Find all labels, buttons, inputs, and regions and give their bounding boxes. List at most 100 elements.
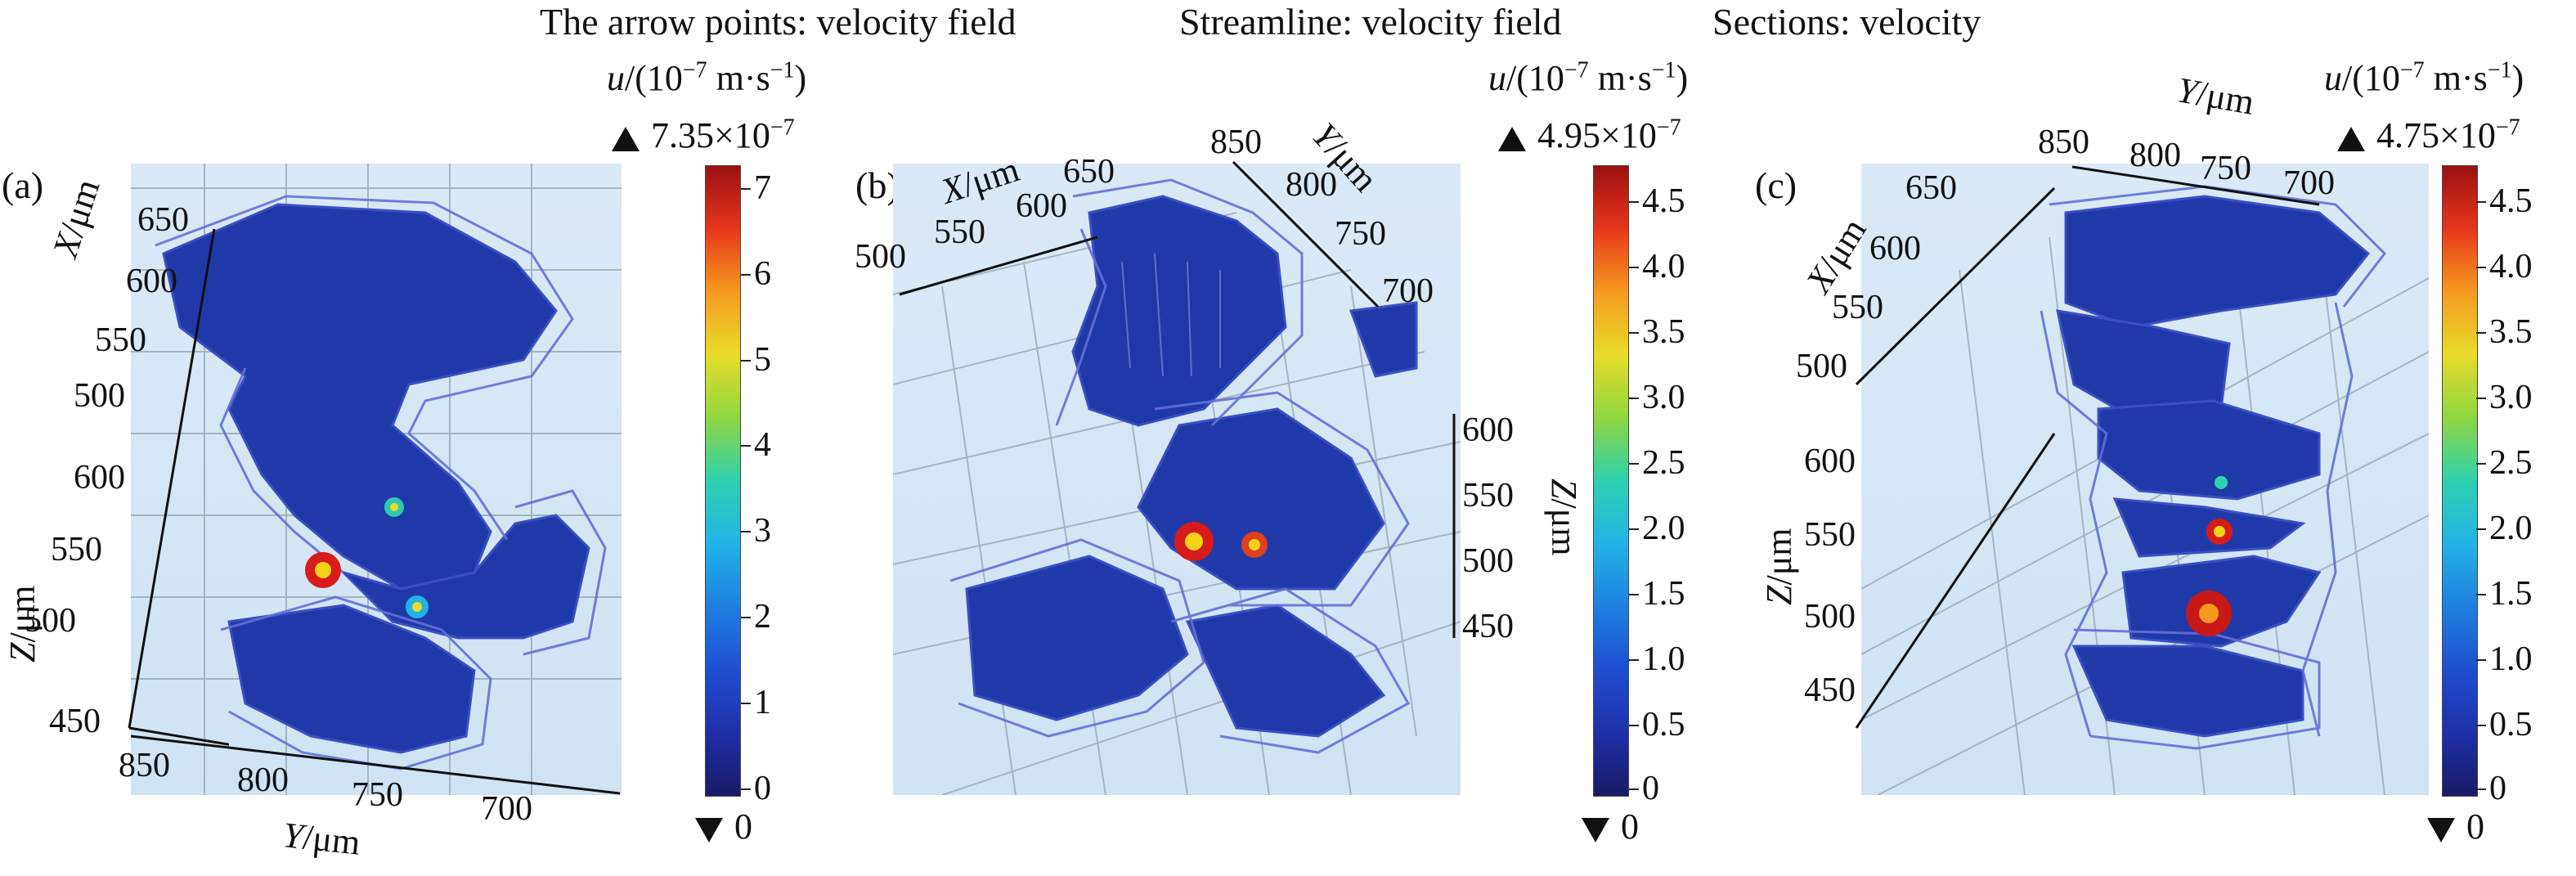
panel-a-y-axis-line [130, 734, 621, 795]
panel-c-x-tick-0: 650 [1905, 169, 1957, 207]
panel-b-x-tick-2: 600 [1016, 187, 1067, 225]
min-triangle-icon [2427, 817, 2455, 842]
panel-c-3d-render [1861, 185, 2429, 795]
panel-b-y-tick-3: 700 [1382, 272, 1434, 310]
panel-b-y-tick-0: 850 [1210, 124, 1262, 161]
panel-c-y-tick-2: 750 [2200, 150, 2251, 187]
cbar-tick: 2.5 [1629, 444, 1685, 482]
panel-b-colorbar-unit: u/(10−7 m·s−1) [1488, 57, 1689, 98]
panel-a-3d-render [131, 164, 622, 795]
cbar-tick: 3 [741, 512, 771, 550]
panel-b-x-tick-0: 500 [855, 238, 906, 276]
panel-b-colorbar-ticks: 4.5 4.0 3.5 3.0 2.5 2.0 1.5 1.0 0.5 0 [1629, 165, 1732, 807]
panel-b-title: Streamline: velocity field [1179, 1, 1562, 43]
panel-c-letter: (c) [1755, 164, 1797, 206]
panel-b-z-tick-0: 600 [1462, 411, 1514, 449]
panel-a-z-axis-label: Z/μm [2, 585, 43, 663]
cbar-tick: 3.0 [1629, 379, 1685, 416]
cbar-tick: 2 [741, 598, 771, 636]
panel-c-y-tick-0: 850 [2038, 124, 2089, 161]
panel-b-z-tick-3: 450 [1462, 608, 1514, 645]
panel-c-colorbar-ticks: 4.5 4.0 3.5 3.0 2.5 2.0 1.5 1.0 0.5 0 [2476, 165, 2571, 807]
panel-a-axis-lines [128, 228, 229, 746]
panel-c-z-axis-line [1855, 433, 2056, 729]
cbar-tick: 1.5 [2476, 575, 2533, 613]
panel-b-3d-render [893, 178, 1461, 795]
panel-c-colorbar-unit: u/(10−7 m·s−1) [2324, 57, 2524, 98]
panel-a-colorbar [705, 165, 741, 797]
panel-a-min-label: 0 [695, 806, 752, 847]
panel-a-z-tick-2: 500 [25, 602, 76, 640]
cbar-tick: 3.5 [1629, 313, 1685, 351]
panel-c-z-tick-1: 550 [1804, 516, 1856, 554]
panel-c-z-axis-label: Z/μm [1759, 528, 1799, 605]
cbar-tick: 3.0 [2476, 379, 2533, 416]
cbar-tick: 3.5 [2476, 313, 2533, 351]
panel-a-x-tick-1: 600 [126, 263, 177, 300]
cbar-tick: 0 [2476, 770, 2506, 807]
panel-a-letter: (a) [2, 164, 44, 206]
panel-a-title: The arrow points: velocity field [540, 1, 1016, 43]
cbar-tick: 0 [741, 770, 771, 807]
panel-c-x-tick-3: 500 [1796, 348, 1847, 385]
cbar-tick: 0.5 [1629, 706, 1685, 743]
panel-a-z-tick-3: 450 [49, 703, 101, 740]
panel-a-z-tick-1: 550 [51, 531, 102, 568]
panel-a-z-tick-0: 600 [74, 459, 125, 496]
panel-a-x-tick-3: 500 [74, 377, 125, 415]
cbar-tick: 1.0 [1629, 640, 1685, 678]
panel-c-y-tick-3: 700 [2283, 164, 2335, 202]
panel-b-y-tick-2: 750 [1335, 215, 1386, 253]
panel-c-y-axis-label: Y/μm [2174, 70, 2258, 123]
panel-a-x-tick-2: 550 [95, 321, 146, 359]
panel-b-x-tick-3: 650 [1063, 153, 1115, 191]
cbar-tick: 4.0 [1629, 248, 1685, 285]
panel-c-colorbar [2442, 165, 2478, 797]
panel-a-y-axis-label: Y/μm [280, 815, 362, 863]
panel-b-z-tick-1: 550 [1462, 477, 1514, 514]
max-triangle-icon [1498, 126, 1526, 151]
cbar-tick: 4.5 [2476, 182, 2533, 220]
panel-b-plot [893, 164, 1461, 795]
panel-a-y-tick-3: 700 [481, 790, 532, 828]
cbar-tick: 7 [741, 169, 771, 207]
panel-c-y-axis-line [2071, 165, 2320, 206]
panel-a-colorbar-ticks: 7 6 5 4 3 2 1 0 [741, 165, 836, 807]
panel-a-max-label: 7.35×10−7 [612, 115, 795, 156]
panel-a-y-tick-0: 850 [119, 747, 170, 784]
cbar-tick: 0 [1629, 770, 1659, 807]
panel-b-y-tick-1: 800 [1286, 166, 1337, 204]
panel-b-max-label: 4.95×10−7 [1498, 115, 1681, 156]
panel-c-z-tick-0: 600 [1804, 442, 1856, 480]
panel-c-plot [1861, 164, 2429, 795]
panel-c-x-axis-line [1855, 186, 2056, 386]
panel-b-min-label: 0 [1582, 806, 1639, 847]
panel-c-min-label: 0 [2427, 806, 2484, 847]
cbar-tick: 4 [741, 426, 771, 464]
cbar-tick: 1.0 [2476, 640, 2533, 678]
panel-b-letter: (b) [855, 164, 900, 206]
panel-b-colorbar [1593, 165, 1629, 797]
panel-b-y-axis-line [1232, 160, 1380, 308]
panel-c-max-label: 4.75×10−7 [2337, 115, 2520, 156]
panel-b-z-tick-2: 500 [1462, 542, 1514, 580]
cbar-tick: 2.5 [2476, 444, 2533, 482]
min-triangle-icon [1582, 817, 1609, 842]
cbar-tick: 1.5 [1629, 575, 1685, 613]
cbar-tick: 2.0 [1629, 510, 1685, 547]
panel-c-title: Sections: velocity [1712, 1, 1981, 43]
cbar-tick: 4.0 [2476, 248, 2533, 285]
panel-a-colorbar-unit: u/(10−7 m·s−1) [607, 57, 807, 98]
cbar-tick: 0.5 [2476, 706, 2533, 743]
min-triangle-icon [695, 817, 723, 842]
panel-b-z-axis-label: Z/μm [1544, 478, 1584, 556]
panel-a-y-tick-2: 750 [352, 776, 403, 814]
panel-a-x-axis-label: X/μm [44, 174, 108, 263]
panel-c-z-tick-2: 500 [1804, 598, 1856, 636]
panel-c-x-tick-2: 550 [1832, 289, 1883, 326]
panel-b-x-tick-1: 550 [934, 213, 985, 251]
cbar-tick: 2.0 [2476, 510, 2533, 547]
panel-a-plot [131, 164, 622, 795]
cbar-tick: 1 [741, 684, 771, 721]
cbar-tick: 4.5 [1629, 182, 1685, 220]
